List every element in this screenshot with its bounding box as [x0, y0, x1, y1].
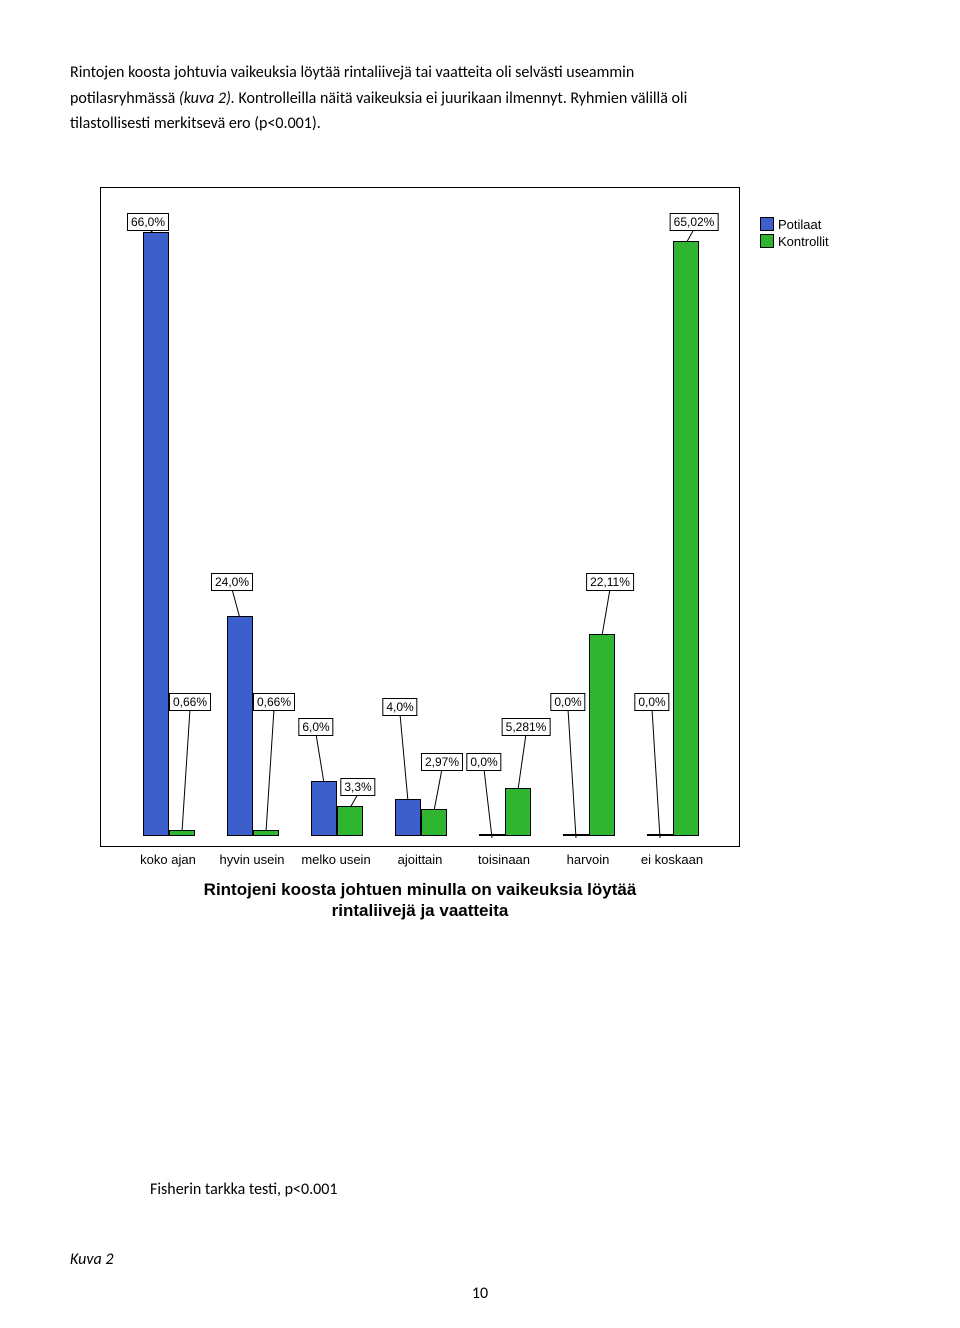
bar-potilaat — [227, 616, 253, 835]
value-label: 65,02% — [670, 213, 719, 231]
legend-item-kontrollit: Kontrollit — [760, 234, 829, 249]
value-label: 0,0% — [634, 693, 669, 711]
body-line2a: potilasryhmässä — [70, 89, 179, 108]
axis-title-line2: rintaliivejä ja vaatteita — [332, 901, 509, 920]
callout-line — [434, 769, 442, 811]
legend-label-kontrollit: Kontrollit — [778, 234, 829, 249]
value-label: 0,0% — [550, 693, 585, 711]
bar-potilaat — [311, 781, 337, 836]
value-label: 66,0% — [127, 213, 169, 231]
bar-kontrollit — [253, 830, 279, 836]
callout-lines — [111, 198, 729, 836]
value-label: 22,11% — [586, 573, 634, 591]
bar-potilaat — [143, 232, 169, 835]
x-axis-label: hyvin usein — [219, 852, 284, 867]
callout-line — [568, 709, 576, 838]
bar-kontrollit — [421, 809, 447, 836]
body-line3: tilastollisesti merkitsevä ero (p<0.001)… — [70, 114, 321, 133]
value-label: 5,281% — [502, 718, 551, 736]
legend-item-potilaat: Potilaat — [760, 217, 829, 232]
figure-label: Kuva 2 — [70, 1250, 114, 1269]
callout-line — [232, 589, 240, 619]
chart-legend: Potilaat Kontrollit — [760, 217, 829, 251]
bar-kontrollit — [589, 634, 615, 836]
value-label: 4,0% — [382, 698, 417, 716]
x-axis-label: ajoittain — [398, 852, 443, 867]
value-label: 0,66% — [253, 693, 295, 711]
value-label: 24,0% — [211, 573, 253, 591]
callout-line — [484, 769, 492, 838]
chart-container: 66,0%0,66%24,0%0,66%6,0%3,3%4,0%2,97%0,0… — [70, 187, 890, 957]
body-paragraph: Rintojen koosta johtuvia vaikeuksia löyt… — [70, 60, 890, 137]
body-line2c: Kontrolleilla näitä vaikeuksia ei juurik… — [235, 89, 687, 108]
bar-potilaat — [395, 799, 421, 836]
chart-axis-title: Rintojeni koosta johtuen minulla on vaik… — [100, 879, 740, 922]
bar-kontrollit — [169, 830, 195, 836]
value-label: 0,66% — [169, 693, 211, 711]
legend-swatch-kontrollit — [760, 234, 774, 248]
fisher-note: Fisherin tarkka testi, p<0.001 — [150, 1180, 337, 1199]
chart-plot-area: 66,0%0,66%24,0%0,66%6,0%3,3%4,0%2,97%0,0… — [111, 198, 729, 836]
legend-label-potilaat: Potilaat — [778, 217, 821, 232]
x-axis-label: toisinaan — [478, 852, 530, 867]
bar-potilaat — [479, 834, 505, 836]
body-line2b: (kuva 2). — [179, 89, 235, 108]
bar-kontrollit — [337, 806, 363, 836]
x-axis-label: koko ajan — [140, 852, 196, 867]
value-label: 0,0% — [466, 753, 501, 771]
x-axis-label: melko usein — [301, 852, 370, 867]
chart-x-labels: koko ajan hyvin usein melko usein ajoittain… — [110, 852, 730, 872]
callout-line — [266, 709, 274, 832]
value-label: 3,3% — [340, 778, 375, 796]
callout-line — [518, 734, 526, 790]
x-axis-label: ei koskaan — [641, 852, 703, 867]
callout-line — [400, 714, 408, 801]
bar-kontrollit — [673, 241, 699, 835]
bar-potilaat — [647, 834, 673, 836]
value-label: 6,0% — [298, 718, 333, 736]
chart-plot-box: 66,0%0,66%24,0%0,66%6,0%3,3%4,0%2,97%0,0… — [100, 187, 740, 847]
x-axis-label: harvoin — [567, 852, 610, 867]
page-number: 10 — [0, 1284, 960, 1303]
value-label: 2,97% — [421, 753, 463, 771]
axis-title-line1: Rintojeni koosta johtuen minulla on vaik… — [204, 880, 637, 899]
callout-line — [182, 709, 190, 832]
bar-potilaat — [563, 834, 589, 836]
callout-line — [316, 734, 324, 783]
legend-swatch-potilaat — [760, 217, 774, 231]
bar-kontrollit — [505, 788, 531, 836]
callout-line — [652, 709, 660, 838]
callout-line — [602, 589, 610, 636]
body-line1: Rintojen koosta johtuvia vaikeuksia löyt… — [70, 63, 634, 82]
